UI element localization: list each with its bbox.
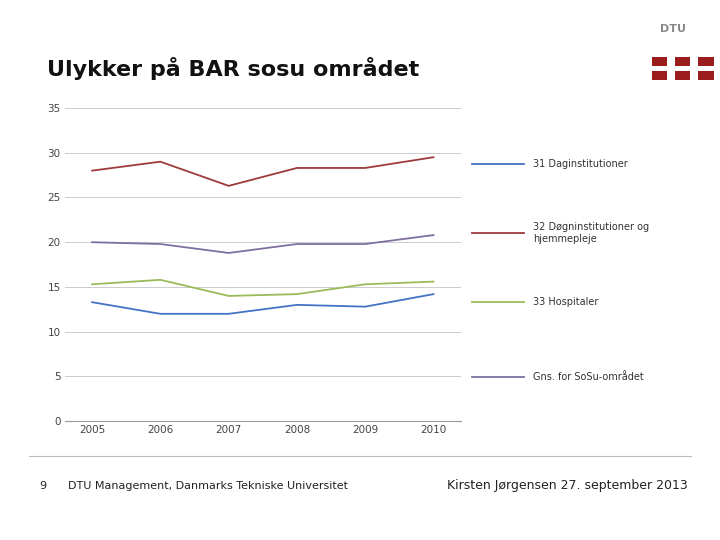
Text: 33 Hospitaler: 33 Hospitaler (534, 297, 599, 307)
Text: Kirsten Jørgensen 27. september 2013: Kirsten Jørgensen 27. september 2013 (447, 480, 688, 492)
Text: DTU: DTU (660, 24, 686, 35)
Text: Gns. for SoSu-området: Gns. for SoSu-området (534, 373, 644, 382)
Text: 9: 9 (40, 481, 47, 491)
Text: Ulykker på BAR sosu området: Ulykker på BAR sosu området (47, 57, 419, 80)
Text: 32 Døgninstitutioner og
hjemmepleje: 32 Døgninstitutioner og hjemmepleje (534, 222, 649, 244)
Text: 31 Daginstitutioner: 31 Daginstitutioner (534, 159, 628, 170)
Text: DTU Management, Danmarks Tekniske Universitet: DTU Management, Danmarks Tekniske Univer… (68, 481, 348, 491)
